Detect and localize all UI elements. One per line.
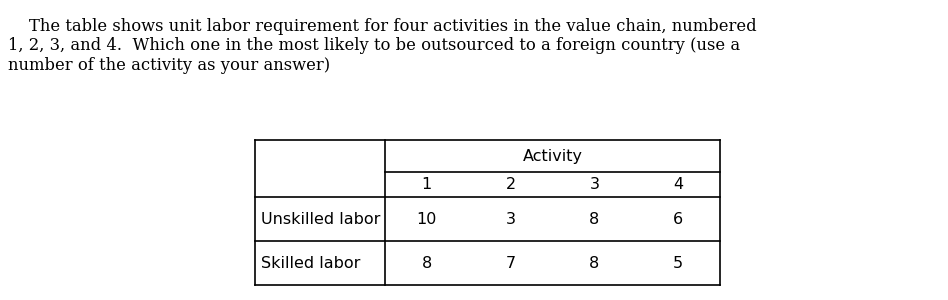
Text: 8: 8 [590,256,599,271]
Text: The table shows unit labor requirement for four activities in the value chain, n: The table shows unit labor requirement f… [8,18,757,35]
Text: 3: 3 [505,212,516,226]
Text: 8: 8 [422,256,432,271]
Text: 5: 5 [673,256,684,271]
Text: 6: 6 [673,212,684,226]
Text: 2: 2 [505,177,516,192]
Text: Unskilled labor: Unskilled labor [261,212,380,226]
Text: 1: 1 [422,177,432,192]
Text: 7: 7 [505,256,516,271]
Text: 1, 2, 3, and 4.  Which one in the most likely to be outsourced to a foreign coun: 1, 2, 3, and 4. Which one in the most li… [8,38,740,55]
Text: 8: 8 [590,212,599,226]
Text: 10: 10 [417,212,437,226]
Text: Skilled labor: Skilled labor [261,256,360,271]
Text: Activity: Activity [522,148,582,164]
Text: 4: 4 [673,177,684,192]
Text: 3: 3 [590,177,599,192]
Text: number of the activity as your answer): number of the activity as your answer) [8,57,330,74]
